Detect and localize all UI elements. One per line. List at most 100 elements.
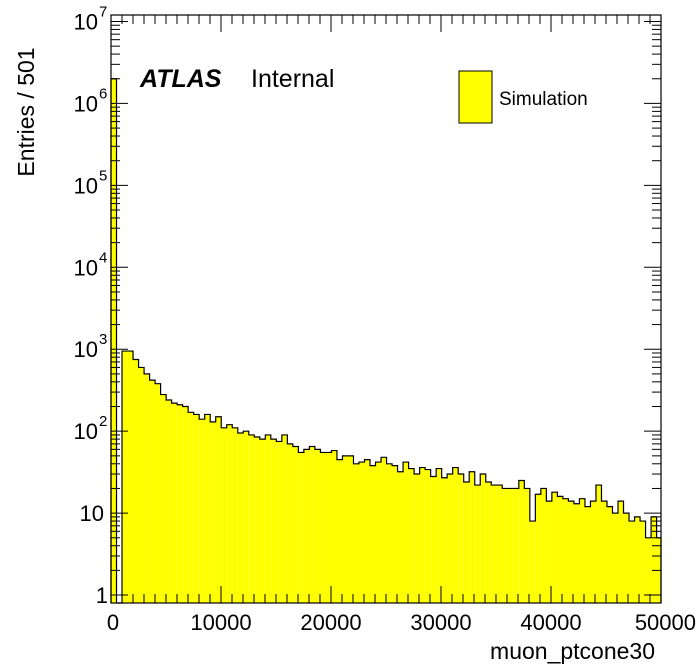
histogram-bin bbox=[485, 481, 492, 603]
histogram-bin bbox=[127, 351, 134, 603]
y-tick-label-exponent: 4 bbox=[99, 249, 107, 266]
histogram-bin bbox=[414, 474, 420, 603]
histogram-bin bbox=[232, 427, 238, 603]
histogram-bin bbox=[314, 449, 321, 603]
histogram-bin bbox=[182, 406, 189, 603]
histogram-bin bbox=[171, 403, 178, 603]
histogram-bars bbox=[111, 78, 661, 603]
histogram-bin bbox=[215, 416, 222, 603]
x-tick-label: 20000 bbox=[300, 610, 361, 635]
histogram-bin bbox=[259, 439, 266, 603]
y-tick-label: 10 2 bbox=[74, 413, 108, 444]
histogram-bin bbox=[287, 443, 293, 603]
x-tick-label: 30000 bbox=[410, 610, 471, 635]
histogram-bin bbox=[254, 436, 260, 603]
histogram-bin bbox=[629, 521, 635, 603]
histogram-bin bbox=[601, 501, 607, 603]
y-tick-label-base: 10 bbox=[74, 255, 98, 280]
y-tick-label-exponent: 5 bbox=[99, 167, 107, 184]
x-tick-labels: 0 10000 20000 30000 40000 50000 bbox=[107, 610, 696, 635]
histogram-bin bbox=[469, 471, 475, 603]
histogram-bin bbox=[359, 462, 365, 603]
atlas-label: ATLAS Internal bbox=[139, 65, 334, 93]
histogram-bin bbox=[204, 414, 211, 603]
histogram-bin bbox=[568, 501, 574, 603]
y-tick-label: 10 bbox=[80, 501, 104, 526]
y-tick-label: 10 7 bbox=[74, 3, 108, 34]
y-tick-label-base: 10 bbox=[74, 173, 98, 198]
histogram-bin bbox=[210, 421, 216, 603]
histogram-bin bbox=[309, 446, 315, 603]
histogram-bin bbox=[651, 516, 657, 603]
histogram-bin bbox=[502, 488, 508, 603]
histogram-outline bbox=[110, 78, 662, 604]
histogram-bin bbox=[364, 459, 371, 603]
histogram-bin bbox=[645, 537, 652, 603]
x-tick-label: 40000 bbox=[520, 610, 581, 635]
histogram-bin bbox=[507, 488, 514, 603]
histogram-bin bbox=[518, 480, 525, 603]
histogram-bin bbox=[408, 468, 415, 603]
y-tick-label-base: 10 bbox=[74, 91, 98, 116]
histogram-bin bbox=[496, 485, 503, 603]
histogram-bin bbox=[155, 383, 161, 603]
legend-swatch-simulation bbox=[458, 70, 493, 124]
histogram-bin bbox=[640, 521, 646, 603]
histogram-bin bbox=[557, 496, 563, 603]
histogram-bin bbox=[623, 513, 630, 603]
histogram-bin bbox=[375, 462, 382, 603]
histogram-bin bbox=[590, 501, 596, 603]
histogram-bin bbox=[166, 400, 172, 603]
histogram-bin bbox=[111, 78, 117, 603]
atlas-label-bold: ATLAS bbox=[139, 65, 222, 93]
histogram-bin bbox=[579, 498, 585, 603]
histogram-bin bbox=[430, 476, 437, 603]
histogram-bin bbox=[193, 414, 200, 603]
y-tick-label-exponent: 3 bbox=[99, 331, 107, 348]
histogram-bin bbox=[226, 424, 233, 603]
histogram-bin bbox=[392, 465, 398, 603]
histogram-bin bbox=[606, 506, 613, 603]
x-tick-label: 0 bbox=[107, 610, 119, 635]
y-tick-label: 10 5 bbox=[74, 167, 108, 198]
histogram-bin bbox=[463, 481, 470, 603]
histogram-bin bbox=[573, 503, 580, 603]
y-tick-label: 10 6 bbox=[74, 85, 108, 116]
histogram-bin bbox=[265, 434, 271, 603]
axis-ticks bbox=[110, 15, 662, 603]
histogram-bin bbox=[160, 394, 167, 603]
histogram-bin bbox=[320, 452, 326, 603]
histogram-bin bbox=[441, 477, 448, 603]
histogram-bin bbox=[331, 450, 337, 603]
y-tick-label: 10 3 bbox=[74, 331, 108, 362]
y-tick-label-base: 10 bbox=[74, 337, 98, 362]
histogram-bin bbox=[618, 501, 624, 603]
histogram-bin bbox=[292, 446, 299, 603]
histogram-bin bbox=[436, 468, 442, 603]
histogram-bin bbox=[248, 434, 255, 603]
y-tick-label-base: 10 bbox=[74, 9, 98, 34]
histogram-bin bbox=[122, 351, 128, 603]
histogram-bin bbox=[491, 485, 497, 603]
atlas-label-normal: Internal bbox=[251, 65, 334, 93]
histogram-bin bbox=[144, 373, 150, 603]
histogram-bin bbox=[474, 485, 481, 603]
histogram-bin bbox=[403, 462, 409, 603]
histogram-bin bbox=[298, 452, 304, 603]
histogram-bin bbox=[551, 492, 558, 603]
histogram-bin bbox=[243, 431, 249, 603]
histogram-bin bbox=[353, 463, 359, 603]
histogram-bin bbox=[177, 404, 183, 603]
histogram-bin bbox=[276, 441, 282, 603]
histogram-bin bbox=[270, 439, 277, 603]
histogram-bin bbox=[221, 427, 227, 603]
histogram-bin bbox=[397, 471, 404, 603]
histogram-bin bbox=[524, 488, 530, 603]
histogram-bin bbox=[199, 419, 205, 603]
histogram-bin bbox=[381, 457, 387, 603]
histogram-bin bbox=[540, 488, 547, 603]
histogram-bin bbox=[458, 474, 464, 603]
y-tick-label-base: 10 bbox=[74, 419, 98, 444]
